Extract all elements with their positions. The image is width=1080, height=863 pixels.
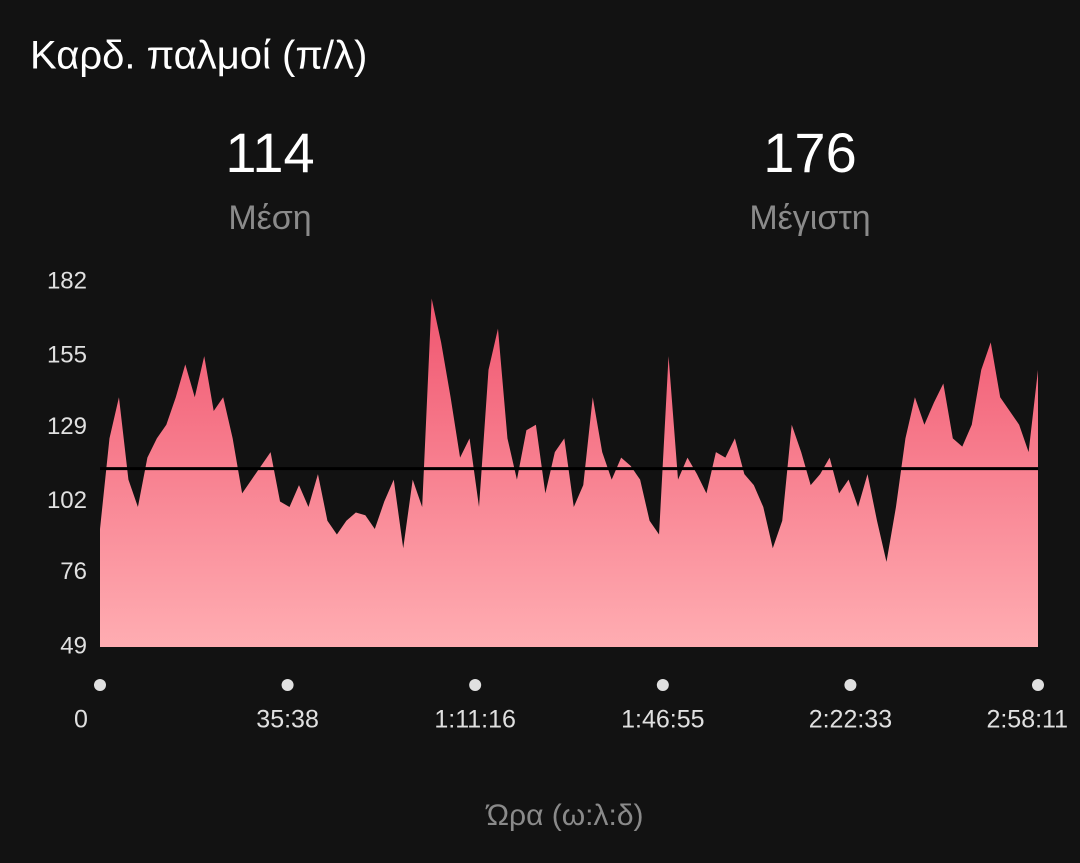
y-tick-label: 182	[47, 267, 87, 294]
x-tick-label: 0	[74, 706, 88, 734]
x-tick-dot	[844, 679, 857, 691]
x-tick-dot	[656, 679, 669, 691]
x-tick-label: 2:22:33	[809, 706, 892, 734]
x-tick-dot	[469, 679, 482, 691]
stat-value: 114	[225, 121, 314, 184]
stat-value: 176	[763, 121, 856, 184]
heart-rate-area	[100, 298, 1038, 647]
y-tick-label: 49	[60, 632, 87, 659]
x-axis-label: Ώρα (ω:λ:δ)	[484, 799, 643, 832]
y-tick-label: 76	[60, 558, 87, 585]
y-tick-label: 155	[47, 341, 87, 368]
x-tick-label: 1:46:55	[621, 706, 704, 734]
x-tick-label: 35:38	[256, 706, 319, 734]
x-tick-label: 2:58:11	[986, 706, 1068, 734]
y-tick-label: 129	[47, 413, 87, 440]
stat-label: Μέγιστη	[749, 199, 870, 237]
x-tick-label: 1:11:16	[434, 706, 516, 734]
title: Καρδ. παλμοί (π/λ)	[30, 34, 367, 78]
stat-label: Μέση	[228, 199, 311, 237]
x-tick-dot	[1032, 679, 1044, 691]
y-tick-label: 102	[47, 487, 87, 514]
x-tick-dot	[94, 679, 106, 691]
x-tick-dot	[281, 679, 294, 691]
